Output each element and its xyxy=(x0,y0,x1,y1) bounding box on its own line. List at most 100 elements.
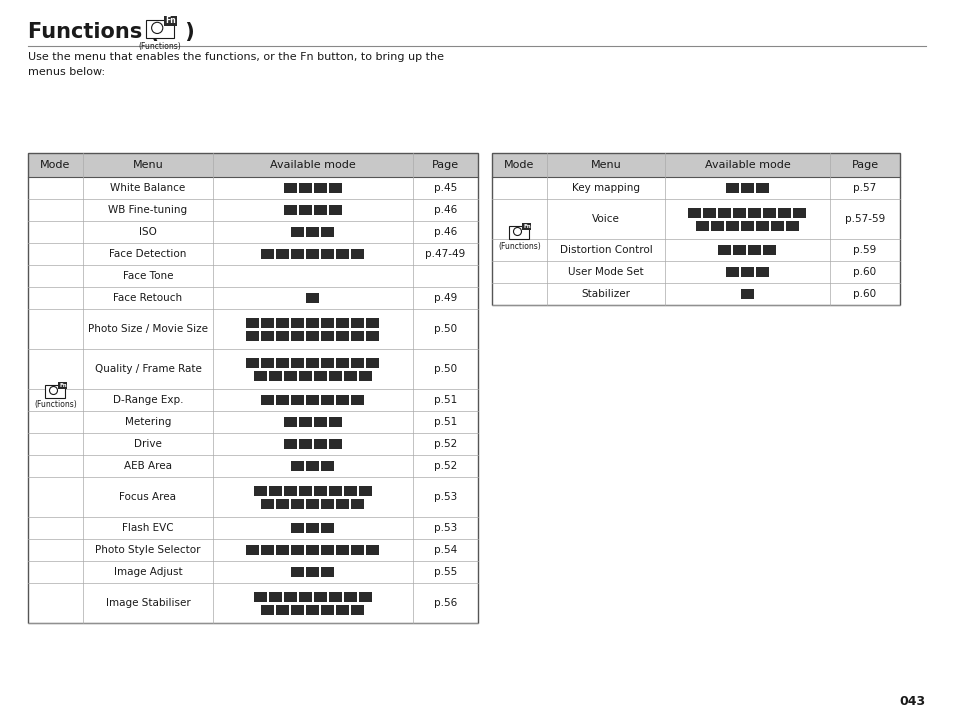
Bar xyxy=(261,545,274,555)
Bar xyxy=(292,567,304,577)
Bar xyxy=(748,207,760,217)
Bar xyxy=(762,245,776,255)
Bar xyxy=(710,220,723,230)
Bar xyxy=(292,461,304,471)
Text: p.51: p.51 xyxy=(434,395,456,405)
Bar xyxy=(292,358,304,367)
Bar xyxy=(351,318,364,328)
Bar xyxy=(778,207,791,217)
Circle shape xyxy=(50,387,57,395)
Bar xyxy=(718,245,731,255)
Bar xyxy=(261,395,274,405)
Text: p.52: p.52 xyxy=(434,461,456,471)
Bar xyxy=(292,318,304,328)
Bar xyxy=(321,498,335,508)
Bar xyxy=(314,485,327,495)
Text: Distortion Control: Distortion Control xyxy=(559,245,652,255)
Text: Face Retouch: Face Retouch xyxy=(113,293,182,303)
Bar xyxy=(276,545,289,555)
Bar xyxy=(718,207,731,217)
Bar xyxy=(336,249,349,259)
Bar xyxy=(298,417,312,427)
Bar xyxy=(298,485,312,495)
Text: Page: Page xyxy=(432,160,458,170)
Bar xyxy=(321,567,335,577)
Bar xyxy=(246,330,259,341)
Bar xyxy=(261,605,274,614)
Text: Menu: Menu xyxy=(590,160,620,170)
Circle shape xyxy=(513,228,521,235)
Bar xyxy=(344,592,356,601)
Bar xyxy=(321,249,335,259)
Bar xyxy=(306,249,319,259)
Bar xyxy=(314,592,327,601)
Bar xyxy=(336,545,349,555)
Bar xyxy=(292,545,304,555)
Bar xyxy=(314,439,327,449)
Text: p.49: p.49 xyxy=(434,293,456,303)
Text: Stabilizer: Stabilizer xyxy=(581,289,630,299)
Bar xyxy=(748,245,760,255)
Bar xyxy=(146,19,173,37)
Bar xyxy=(321,358,335,367)
Text: p.47-49: p.47-49 xyxy=(425,249,465,259)
Bar xyxy=(344,485,356,495)
Text: Mode: Mode xyxy=(40,160,71,170)
Bar xyxy=(276,358,289,367)
Text: Face Detection: Face Detection xyxy=(110,249,187,259)
Bar xyxy=(366,318,379,328)
Bar xyxy=(755,220,768,230)
Text: p.46: p.46 xyxy=(434,205,456,215)
Bar xyxy=(261,249,274,259)
Bar xyxy=(28,153,477,623)
Text: p.57-59: p.57-59 xyxy=(844,214,884,224)
Text: p.45: p.45 xyxy=(434,183,456,193)
Bar xyxy=(351,249,364,259)
Bar xyxy=(366,358,379,367)
Bar xyxy=(509,225,529,238)
Bar xyxy=(306,605,319,614)
Bar xyxy=(329,371,341,380)
Bar xyxy=(321,227,335,237)
Bar xyxy=(269,485,282,495)
Bar xyxy=(336,605,349,614)
Text: Photo Size / Movie Size: Photo Size / Movie Size xyxy=(88,324,208,334)
Bar xyxy=(306,318,319,328)
Text: ): ) xyxy=(178,22,194,42)
Bar xyxy=(276,605,289,614)
Bar xyxy=(298,439,312,449)
Bar xyxy=(261,498,274,508)
Bar xyxy=(336,395,349,405)
Text: Image Adjust: Image Adjust xyxy=(113,567,182,577)
Text: p.53: p.53 xyxy=(434,492,456,502)
Bar xyxy=(253,592,267,601)
Bar xyxy=(284,485,296,495)
Bar xyxy=(306,395,319,405)
Bar xyxy=(314,417,327,427)
Text: Mode: Mode xyxy=(504,160,534,170)
Bar xyxy=(366,545,379,555)
Bar xyxy=(46,384,66,397)
Bar xyxy=(740,289,753,299)
Bar xyxy=(329,183,341,193)
Text: Focus Area: Focus Area xyxy=(119,492,176,502)
Text: Fn: Fn xyxy=(522,224,530,229)
Text: p.50: p.50 xyxy=(434,324,456,334)
Bar xyxy=(306,545,319,555)
Bar xyxy=(246,545,259,555)
Bar xyxy=(321,605,335,614)
Bar xyxy=(269,592,282,601)
Bar xyxy=(276,318,289,328)
Text: Image Stabiliser: Image Stabiliser xyxy=(106,598,191,608)
Bar xyxy=(261,358,274,367)
Text: p.53: p.53 xyxy=(434,523,456,533)
Text: Drive: Drive xyxy=(134,439,162,449)
Bar xyxy=(261,318,274,328)
Text: p.55: p.55 xyxy=(434,567,456,577)
Bar xyxy=(336,498,349,508)
Bar xyxy=(292,498,304,508)
Bar xyxy=(755,183,768,193)
Text: p.60: p.60 xyxy=(853,289,876,299)
Bar xyxy=(298,592,312,601)
Bar xyxy=(276,330,289,341)
